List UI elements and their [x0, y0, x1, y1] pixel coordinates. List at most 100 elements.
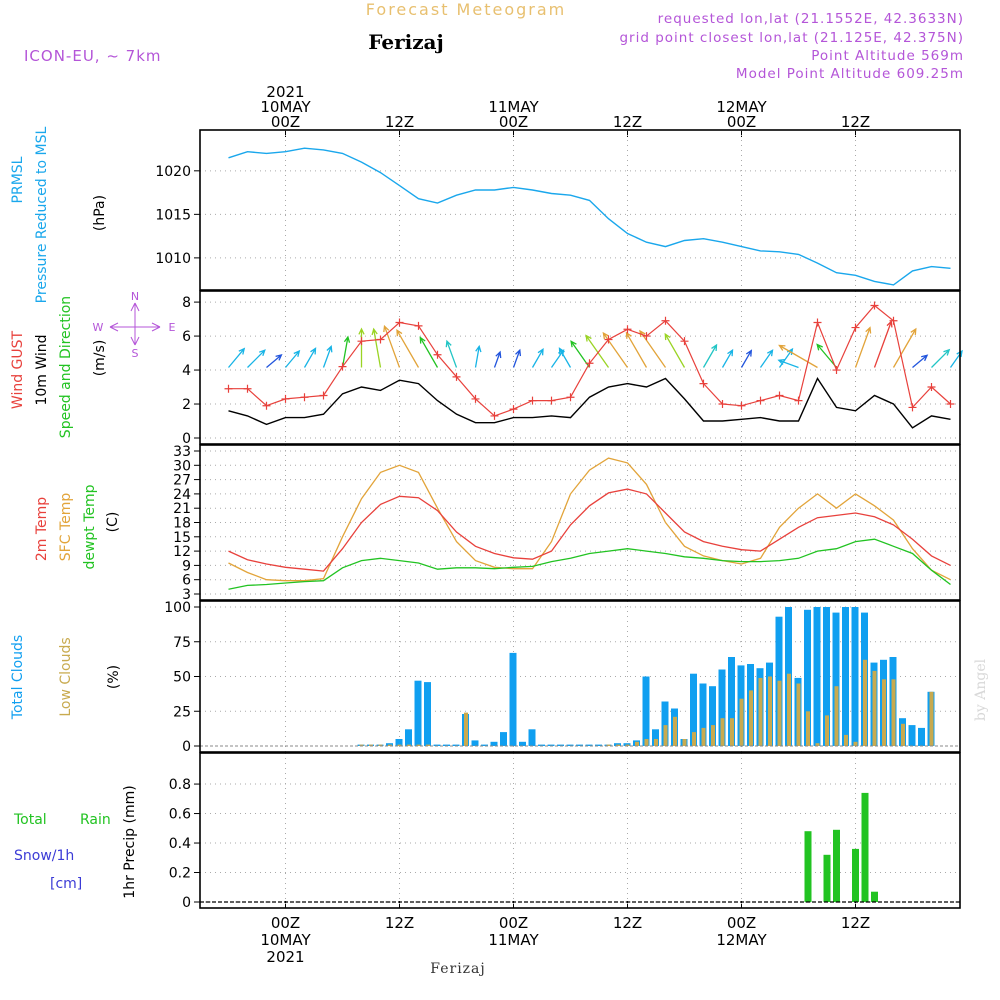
temperature-grid	[200, 445, 960, 600]
y-tick-label: 1015	[155, 207, 191, 223]
rain-bars	[200, 792, 960, 903]
wind-arrow	[854, 326, 872, 368]
wind-frame	[199, 290, 961, 445]
total-cloud-bar	[481, 744, 488, 746]
rain-bar	[871, 891, 878, 902]
footer-station: Ferizaj	[430, 961, 485, 977]
low-cloud-bar	[616, 744, 620, 746]
rain-bar	[823, 854, 831, 902]
label-prmsl: PRMSL	[10, 156, 26, 203]
clouds-y-ticks: 100 75 50 25 0	[164, 600, 200, 755]
direction-e: E	[169, 321, 176, 334]
low-cloud-bar	[654, 739, 658, 746]
wind-arrow	[531, 348, 544, 368]
y-tick-label: 75	[173, 635, 191, 651]
total-cloud-bar	[414, 680, 422, 746]
gust-marker	[566, 393, 575, 402]
label-hpa: (hPa)	[92, 195, 108, 231]
gust-marker	[851, 323, 860, 332]
gust-marker	[224, 384, 233, 393]
gust-marker	[338, 362, 347, 371]
wind-arrow	[341, 335, 351, 368]
low-cloud-bar	[711, 725, 715, 746]
y-tick-label: 3	[182, 587, 191, 603]
station-name: Ferizaj	[368, 30, 444, 54]
low-cloud-bar	[464, 712, 468, 746]
gust-marker	[680, 337, 689, 346]
wind-arrow	[664, 332, 686, 368]
label-2m-temp: 2m Temp	[34, 497, 50, 561]
top-x-label: 12Z	[841, 113, 870, 131]
total-cloud-bar	[728, 657, 735, 746]
total-cloud-bar	[661, 701, 669, 746]
low-cloud-bar	[701, 727, 706, 746]
total-cloud-bar	[443, 744, 450, 746]
gust-marker	[889, 316, 898, 325]
low-cloud-bar	[853, 741, 858, 746]
wind-panel: 8 6 4 2 0 Wind GUST 10m Wind Speed and Direc…	[10, 290, 963, 447]
total-cloud-bar	[528, 729, 536, 746]
y-tick-label: 25	[173, 704, 191, 720]
y-tick-label: 27	[173, 473, 191, 489]
wind-arrow	[585, 334, 610, 368]
wind-y-ticks: 8 6 4 2 0	[182, 295, 200, 447]
low-cloud-bar	[673, 716, 677, 746]
model-name: ICON-EU, ~ 7km	[24, 47, 162, 65]
low-cloud-bar	[378, 744, 383, 746]
label-snow: Snow/1h	[14, 848, 74, 864]
gust-marker	[908, 403, 917, 412]
gust-marker	[547, 396, 556, 405]
low-cloud-bar	[844, 734, 848, 746]
low-cloud-bar	[644, 739, 649, 746]
wind-arrow	[512, 348, 522, 368]
y-tick-label: 0.2	[169, 866, 191, 882]
low-cloud-bar	[625, 744, 630, 746]
gust-marker	[870, 301, 879, 310]
cloud-bars	[200, 607, 960, 747]
top-x-label: 12Z	[613, 113, 642, 131]
total-cloud-bar	[500, 732, 507, 746]
gust-marker	[718, 400, 727, 409]
y-tick-label: 12	[173, 544, 191, 560]
wind-gust-markers	[224, 301, 955, 420]
wind-arrow	[322, 345, 333, 368]
total-cloud-bar	[595, 744, 602, 746]
low-cloud-bar	[758, 677, 763, 746]
wind-arrow	[371, 327, 382, 368]
bottom-x-label: 12MAY	[716, 931, 767, 949]
byline: by Angel	[973, 658, 989, 721]
low-cloud-bar	[739, 698, 744, 746]
total-cloud-bar	[918, 727, 925, 746]
low-cloud-bar	[407, 744, 411, 746]
gust-marker	[946, 400, 955, 409]
wind-arrow	[759, 349, 774, 368]
bottom-x-label: 12Z	[613, 914, 642, 932]
gust-marker	[756, 396, 765, 405]
pressure-line	[228, 147, 951, 286]
total-cloud-bar	[557, 744, 564, 746]
low-cloud-bar	[416, 744, 421, 746]
gust-marker	[642, 332, 651, 341]
gust-marker	[623, 325, 632, 334]
gust-marker	[775, 391, 784, 400]
label-sfc-temp: SFC Temp	[58, 493, 74, 562]
point-altitude: Point Altitude 569m	[811, 48, 964, 64]
label-wind-gust: Wind GUST	[10, 330, 26, 409]
low-cloud-bar	[359, 744, 364, 746]
total-cloud-bar	[576, 744, 583, 746]
total-cloud-bar	[842, 607, 849, 746]
label-ms: (m/s)	[92, 340, 108, 377]
wind-arrow	[625, 331, 648, 368]
gust-marker	[699, 379, 708, 388]
bottom-x-label: 10MAY	[260, 931, 311, 949]
y-tick-label: 4	[182, 363, 191, 379]
y-tick-label: 0	[182, 431, 191, 447]
top-x-label: 00Z	[499, 113, 528, 131]
gust-marker	[528, 396, 537, 405]
y-tick-label: 0.6	[169, 807, 191, 823]
y-tick-label: 6	[182, 573, 191, 589]
2m-temp-line	[228, 488, 951, 572]
precipitation-frame	[199, 752, 961, 909]
